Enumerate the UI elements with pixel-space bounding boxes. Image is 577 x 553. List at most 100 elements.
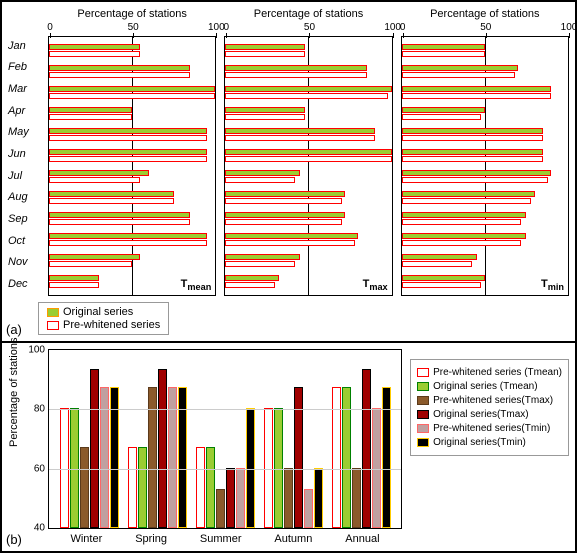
bar-prewhitened — [402, 282, 482, 288]
x-tick: 0 — [224, 22, 230, 33]
vbar — [168, 387, 177, 528]
month-label: May — [8, 126, 29, 138]
bar-prewhitened — [49, 135, 207, 141]
hbar-row — [49, 63, 215, 80]
bar-prewhitened — [402, 51, 485, 57]
legend-item: Pre-whitened series — [47, 319, 160, 331]
month-labels: JanFebMarAprMayJunJulAugSepOctNovDec — [8, 35, 29, 295]
bar-prewhitened — [225, 261, 295, 267]
legend-item: Pre-whitened series(Tmax) — [417, 395, 562, 406]
y-tick: 80 — [34, 404, 45, 415]
bar-original — [225, 212, 345, 218]
bar-prewhitened — [225, 156, 391, 162]
panel-b: Percentage of stations 406080100 WinterS… — [2, 343, 575, 551]
bar-original — [225, 170, 300, 176]
vbar — [216, 489, 225, 528]
bar-prewhitened — [402, 135, 543, 141]
bar-original — [225, 233, 358, 239]
legend-label: Original series(Tmax) — [433, 409, 529, 420]
hbar-row — [49, 84, 215, 101]
vbar — [304, 489, 313, 528]
month-label: Mar — [8, 83, 29, 95]
hbar-row — [49, 252, 215, 269]
bar-prewhitened — [49, 219, 190, 225]
bar-groups — [49, 350, 401, 528]
x-tick: 100 — [384, 22, 401, 33]
bar-original — [49, 44, 140, 50]
hbar-row — [49, 231, 215, 248]
bar-prewhitened — [49, 240, 207, 246]
bar-original — [49, 233, 207, 239]
bar-prewhitened — [225, 93, 388, 99]
bar-original — [225, 44, 305, 50]
hbar-row — [402, 168, 568, 185]
hbar-row — [49, 210, 215, 227]
month-label: Nov — [8, 256, 29, 268]
hbar-row — [49, 42, 215, 59]
bar-prewhitened — [225, 177, 295, 183]
month-label: Aug — [8, 191, 29, 203]
subchart-label: Tmean — [181, 278, 212, 292]
legend-label: Pre-whitened series (Tmean) — [433, 367, 562, 378]
legend-swatch — [417, 438, 429, 447]
horizontal-subchart: Percentage of stations050100Tmin — [401, 8, 569, 296]
bar-prewhitened — [49, 177, 140, 183]
x-category: Spring — [135, 533, 167, 545]
bar-original — [225, 254, 300, 260]
subchart-label: Tmax — [363, 278, 388, 292]
bar-original — [49, 254, 140, 260]
bar-original — [49, 128, 207, 134]
gridline — [49, 469, 401, 470]
bar-prewhitened — [49, 261, 132, 267]
bar-original — [49, 149, 207, 155]
bar-original — [225, 128, 375, 134]
x-ticks: 050100 — [226, 22, 392, 36]
horizontal-subchart: Percentage of stations 050100 Tmax — [224, 8, 392, 296]
hbar-row — [225, 189, 391, 206]
hbar-row — [402, 63, 568, 80]
bar-prewhitened — [49, 114, 132, 120]
hbar-row — [225, 147, 391, 164]
month-label: Jun — [8, 148, 29, 160]
vbar — [294, 387, 303, 528]
y-ticks: 406080100 — [25, 350, 45, 528]
bar-prewhitened — [225, 135, 375, 141]
vbar — [148, 387, 157, 528]
bar-prewhitened — [49, 51, 140, 57]
x-axis-title: Percentage of stations — [224, 8, 392, 20]
hbar-row — [402, 42, 568, 59]
x-ticks: 050100 — [50, 22, 216, 36]
bar-original — [402, 191, 535, 197]
bar-original — [49, 65, 190, 71]
legend-a: Original seriesPre-whitened series — [38, 302, 169, 335]
bar-prewhitened — [225, 72, 366, 78]
vbar — [206, 447, 215, 528]
bar-prewhitened — [402, 261, 472, 267]
bar-original — [402, 107, 485, 113]
gridline — [49, 409, 401, 410]
bar-prewhitened — [49, 93, 215, 99]
bar-original — [225, 107, 305, 113]
bar-prewhitened — [49, 282, 99, 288]
hbar-row — [402, 189, 568, 206]
hbar-row — [49, 126, 215, 143]
hbar-row — [225, 231, 391, 248]
hbar-row — [402, 210, 568, 227]
legend-label: Pre-whitened series(Tmin) — [433, 423, 550, 434]
vbar — [178, 387, 187, 528]
legend-swatch — [417, 396, 429, 405]
panel-b-label: (b) — [6, 532, 22, 547]
bar-original — [402, 275, 485, 281]
bar-original — [402, 44, 485, 50]
vbar — [80, 447, 89, 528]
month-label: Apr — [8, 105, 29, 117]
vbar — [226, 468, 235, 528]
hbar-row — [225, 42, 391, 59]
bar-prewhitened — [402, 240, 522, 246]
legend-b: Pre-whitened series (Tmean) Original seri… — [410, 359, 569, 456]
legend-label: Pre-whitened series(Tmax) — [433, 395, 553, 406]
vbar — [362, 369, 371, 528]
vbar — [236, 468, 245, 528]
bar-prewhitened — [225, 114, 305, 120]
month-label: Feb — [8, 61, 29, 73]
